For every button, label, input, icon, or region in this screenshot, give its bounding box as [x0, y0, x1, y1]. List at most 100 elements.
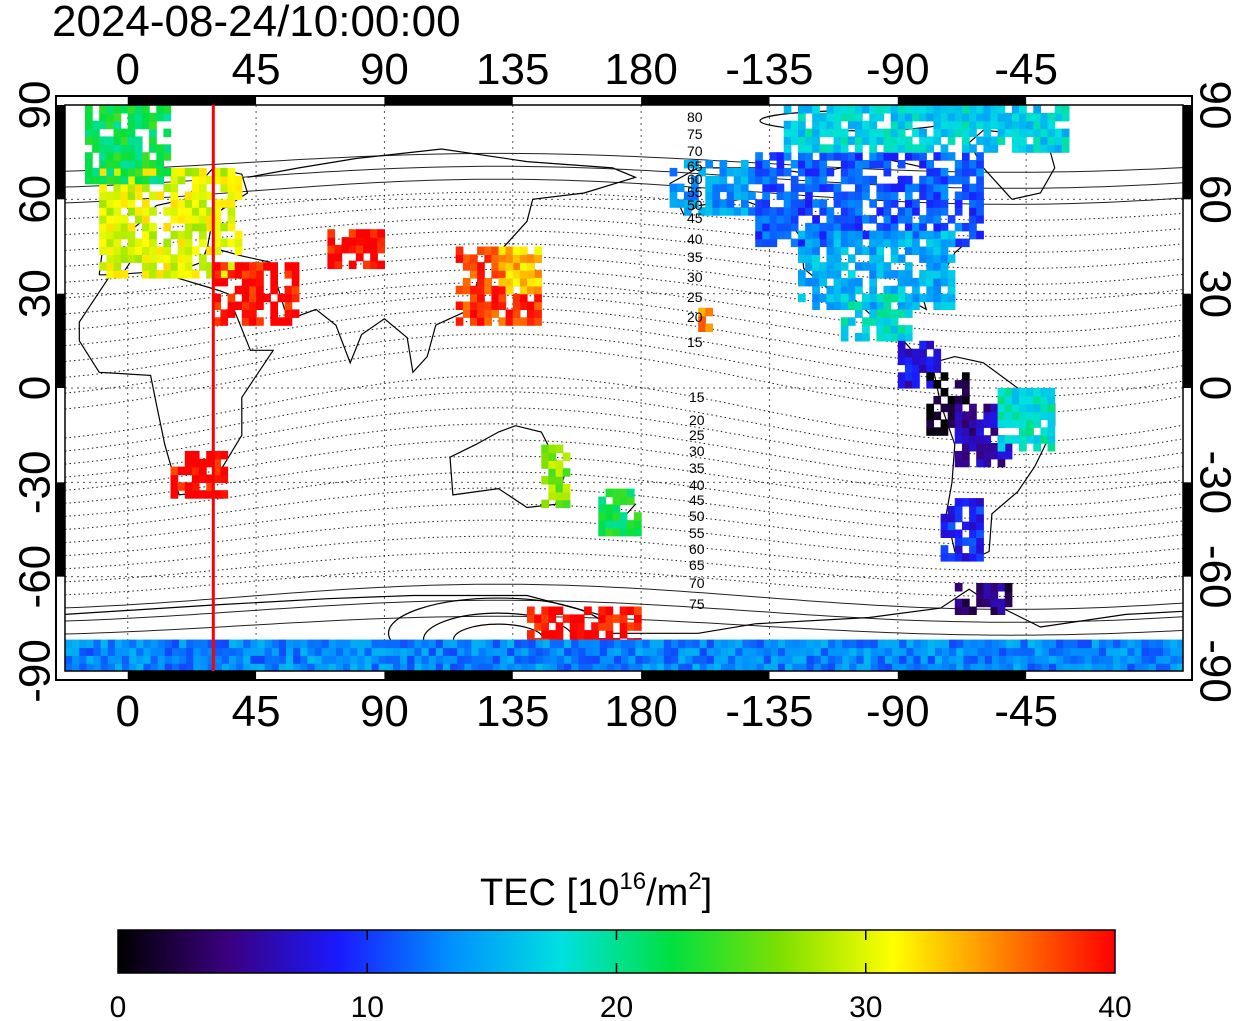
- tec-cell-arctic-america: [940, 128, 949, 138]
- tec-cell-southern-ocean: [706, 639, 715, 649]
- tec-cell-usa: [890, 285, 899, 295]
- tec-cell-southern-ocean: [236, 647, 244, 656]
- tec-cell-usa: [919, 270, 927, 279]
- tec-cell-mexico: [883, 325, 892, 334]
- tec-cell-europe: [127, 254, 136, 263]
- x-tick-label-bottom: 135: [476, 687, 549, 736]
- tec-cell-north-atlantic: [142, 152, 150, 161]
- tec-cell-hawaii: [698, 307, 706, 317]
- tec-cell-usa: [798, 270, 806, 279]
- tec-cell-arctic-america: [805, 144, 813, 153]
- tec-cell-southern-ocean: [977, 655, 986, 664]
- tec-cell-europe: [213, 246, 221, 255]
- tec-cell-southern-ocean: [393, 663, 401, 671]
- tec-cell-patagonia: [969, 553, 977, 562]
- tec-cell-southern-ocean: [820, 647, 829, 656]
- tec-cell-europe: [106, 191, 115, 200]
- tec-cell-usa: [847, 293, 856, 303]
- tec-cell-europe: [170, 230, 179, 240]
- tec-cell-europe: [142, 254, 150, 263]
- tec-cell-southern-ocean: [528, 655, 537, 664]
- tec-cell-alaska: [683, 191, 692, 200]
- contour-line: [65, 333, 1183, 398]
- tec-cell-antarctic-peninsula: [997, 598, 1006, 608]
- tec-cell-southern-ocean: [457, 655, 465, 664]
- tec-cell-australia-east: [541, 460, 549, 469]
- tec-cell-canada: [812, 215, 820, 224]
- coastline: [207, 148, 638, 374]
- tec-cell-southern-ocean: [649, 647, 658, 656]
- tec-cell-east-asia: [498, 293, 507, 303]
- tec-cell-canada: [940, 167, 949, 177]
- tec-cell-arctic-america: [812, 120, 820, 130]
- tec-cell-north-atlantic: [163, 105, 172, 114]
- tec-cell-europe: [170, 270, 179, 279]
- tec-cell-mexico: [904, 293, 913, 303]
- tec-cell-southern-ocean: [1177, 647, 1183, 656]
- tec-cell-southern-ocean: [328, 639, 337, 649]
- tec-cell-arctic-america: [869, 112, 877, 122]
- tec-cell-southern-ocean: [499, 639, 508, 649]
- tec-cell-southern-ocean: [200, 639, 209, 649]
- tec-cell-southern-ocean: [970, 647, 979, 656]
- tec-cell-brazil-east: [1004, 403, 1013, 413]
- tec-cell-antarctic-peninsula: [990, 598, 999, 608]
- tec-cell-southern-ocean: [535, 647, 544, 656]
- tec-cell-canada: [933, 167, 942, 177]
- tec-cell-south-america-central: [983, 419, 992, 428]
- tec-cell-southern-ocean: [1056, 639, 1064, 649]
- tec-cell-southern-ocean: [357, 663, 365, 671]
- tec-cell-southern-ocean: [599, 655, 608, 664]
- tec-cell-southern-ocean: [963, 655, 972, 664]
- tec-cell-usa: [798, 277, 806, 287]
- tec-cell-canada: [840, 191, 849, 200]
- tec-cell-africa-south: [170, 490, 179, 499]
- tec-cell-new-zealand: [612, 520, 621, 529]
- tec-cell-north-atlantic: [127, 120, 136, 130]
- tec-cell-europe: [127, 238, 136, 248]
- tec-cell-canada: [855, 167, 863, 177]
- tec-cell-southern-ocean: [1098, 647, 1107, 656]
- tec-cell-middle-east: [270, 301, 278, 310]
- tec-cell-arctic-america: [1011, 136, 1020, 145]
- tec-cell-canada: [783, 215, 792, 224]
- tec-cell-usa: [847, 277, 856, 287]
- tec-cell-canada: [855, 191, 863, 200]
- tec-cell-southern-ocean: [749, 663, 758, 671]
- tec-cell-usa: [840, 238, 849, 248]
- tec-cell-antarctica-pacific: [541, 614, 549, 623]
- tec-cell-east-asia: [512, 317, 521, 326]
- tec-cell-arctic-america: [812, 105, 820, 114]
- contour-label: 20: [687, 309, 703, 325]
- tec-cell-south-america-west: [940, 427, 949, 436]
- tec-cell-hawaii: [705, 307, 713, 317]
- tec-cell-middle-east: [249, 317, 257, 326]
- tec-cell-north-atlantic: [120, 144, 129, 153]
- tec-cell-europe: [120, 199, 129, 208]
- tec-cell-alaska: [683, 207, 692, 216]
- tec-cell-southern-ocean: [885, 663, 893, 671]
- tec-cell-brazil-east: [1019, 403, 1027, 413]
- tec-cell-central-asia: [348, 260, 357, 270]
- tec-cell-usa: [919, 293, 927, 303]
- tec-cell-europe: [113, 254, 122, 263]
- tec-cell-alaska: [698, 167, 706, 177]
- tec-cell-canada: [769, 183, 778, 193]
- tec-cell-southern-ocean: [557, 647, 565, 656]
- tec-cell-southern-ocean: [614, 647, 622, 656]
- tec-cell-southern-ocean: [378, 647, 387, 656]
- tec-cell-canada: [762, 167, 770, 177]
- tec-cell-middle-east: [213, 270, 221, 279]
- tec-cell-usa: [826, 293, 835, 303]
- tec-cell-canada: [926, 183, 934, 193]
- tec-cell-southern-ocean: [999, 647, 1007, 656]
- tec-cell-arctic-america: [990, 112, 999, 122]
- tec-cell-patagonia: [976, 553, 984, 562]
- tec-cell-arctic-america: [940, 112, 949, 122]
- tec-cell-east-asia: [484, 301, 492, 310]
- tec-cell-japan: [498, 277, 507, 287]
- tec-cell-south-america-central: [983, 458, 992, 468]
- tec-cell-arctic-america: [969, 112, 977, 122]
- tec-cell-north-atlantic: [156, 160, 164, 169]
- tec-cell-africa-south: [213, 474, 221, 483]
